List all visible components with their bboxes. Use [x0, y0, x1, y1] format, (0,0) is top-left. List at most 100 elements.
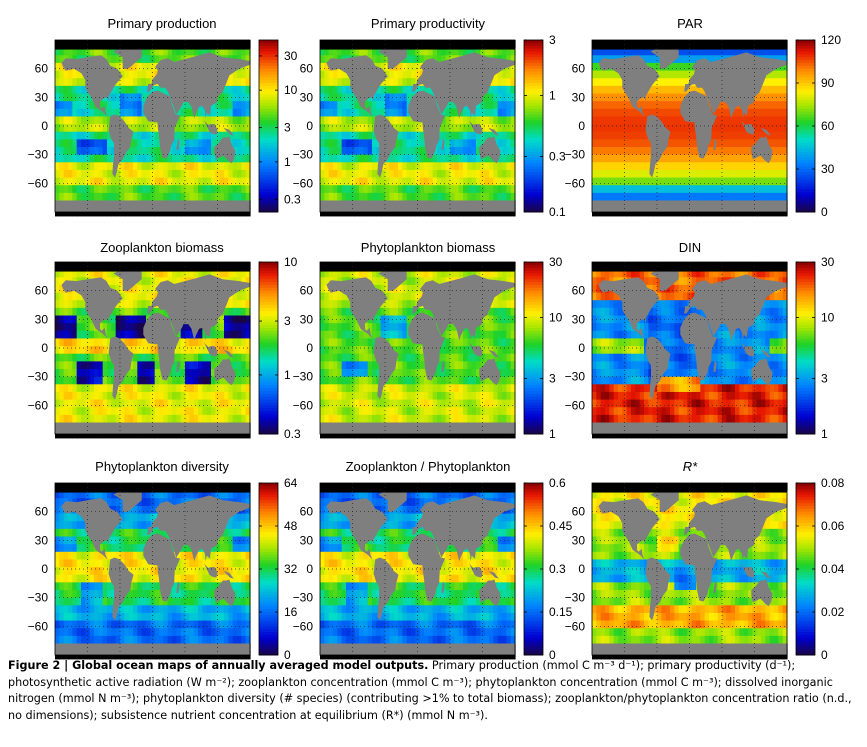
colorbar-tick-label: 3: [284, 314, 291, 328]
land-masses: [55, 268, 250, 434]
lat-tick-label: 60: [35, 62, 49, 76]
lat-tick-label: 30: [572, 312, 586, 326]
panel-title: DIN: [679, 240, 701, 255]
lat-tick-label: −30: [28, 591, 49, 605]
colorbar-tick-label: 1: [549, 89, 556, 103]
colorbar-tick-label: 0.3: [284, 427, 301, 441]
land-masses: [592, 268, 787, 434]
figure-panels: Primary production60300−30−603010310.3Pr…: [28, 16, 845, 660]
colorbar-tick-label: 60: [821, 119, 835, 133]
colorbar-tick-label: 48: [284, 519, 298, 533]
colorbar-tick-label: 120: [821, 33, 841, 47]
lat-tick-label: −30: [565, 591, 586, 605]
colorbar-tick-label: 0.45: [549, 519, 573, 533]
panel-title: Phytoplankton biomass: [361, 240, 496, 255]
map-panel-1: Primary production 60 30 0 −30 −60 30 10 3 1 0.3: [28, 16, 301, 217]
lat-tick-label: 30: [300, 312, 314, 326]
panel-title: Zooplankton / Phytoplankton: [346, 459, 511, 474]
lat-tick-label: 60: [572, 62, 586, 76]
colorbar: 0.6 0.45 0.3 0.15 0: [523, 476, 573, 660]
colorbar: 30 10 3 1 0.3: [258, 39, 301, 213]
colorbar-tick-label: 32: [284, 562, 298, 576]
panel-title: Zooplankton biomass: [100, 240, 224, 255]
lat-tick-label: 30: [35, 90, 49, 104]
colorbar: 120 90 60 30 0: [795, 33, 841, 219]
lat-tick-label: 60: [35, 505, 49, 519]
colorbar-tick-label: 30: [821, 162, 835, 176]
lat-tick-label: 30: [35, 533, 49, 547]
colorbar-tick-label: 0.08: [821, 476, 845, 490]
colorbar-tick-label: 30: [284, 49, 298, 63]
lat-tick-label: −60: [293, 176, 314, 190]
colorbar-tick-label: 0: [821, 205, 828, 219]
lat-tick-label: 30: [300, 90, 314, 104]
colorbar-tick-label: 0.15: [549, 605, 573, 619]
colorbar-tick-label: 0.04: [821, 562, 845, 576]
lat-tick-label: −30: [565, 148, 586, 162]
colorbar-tick-label: 16: [284, 605, 298, 619]
panel-title: Primary production: [107, 16, 216, 31]
map-panel-8: Zooplankton / Phytoplankton 60 30 0 −30 −60 0.…: [293, 459, 573, 660]
colorbar-tick-label: 0: [549, 648, 556, 660]
lat-tick-label: −60: [28, 176, 49, 190]
lat-tick-label: 0: [578, 562, 585, 576]
colorbar-tick-label: 0: [821, 648, 828, 660]
lat-tick-label: −60: [293, 398, 314, 412]
lat-tick-label: 0: [41, 119, 48, 133]
colorbar-tick-label: 64: [284, 476, 298, 490]
lat-tick-label: −30: [293, 148, 314, 162]
land-masses: [320, 46, 515, 212]
lat-tick-label: 0: [578, 341, 585, 355]
colorbar-tick-label: 0.02: [821, 605, 845, 619]
map-panel-3: PAR 60 30 0 −30 −60 120 90 60 30 0: [565, 16, 842, 219]
lat-tick-label: 0: [578, 119, 585, 133]
colorbar-tick-label: 3: [549, 33, 556, 47]
colorbar: 64 48 32 16 0: [258, 476, 298, 660]
panel-title: R*: [683, 459, 698, 474]
lat-tick-label: 0: [306, 119, 313, 133]
colorbar-tick-label: 0: [284, 648, 291, 660]
lat-tick-label: 30: [35, 312, 49, 326]
lat-tick-label: −60: [28, 619, 49, 633]
colorbar-tick-label: 0.1: [549, 205, 566, 219]
colorbar-tick-label: 1: [821, 427, 828, 441]
lat-tick-label: 0: [306, 562, 313, 576]
caption-label: Figure 2 | Global ocean maps of annually…: [8, 659, 429, 672]
lat-tick-label: −60: [293, 619, 314, 633]
colorbar-tick-label: 10: [549, 311, 563, 325]
colorbar-tick-label: 0.3: [549, 149, 566, 163]
lat-tick-label: 0: [41, 562, 48, 576]
lat-tick-label: 30: [572, 90, 586, 104]
colorbar-tick-label: 3: [549, 371, 556, 385]
caption-text: Primary production (mmol C m⁻³ d⁻¹); pri…: [8, 659, 852, 722]
land-masses: [55, 46, 250, 212]
lat-tick-label: 0: [306, 341, 313, 355]
panel-title: Primary productivity: [371, 16, 486, 31]
colorbar-tick-label: 90: [821, 76, 835, 90]
lat-tick-label: 60: [572, 284, 586, 298]
panel-title: PAR: [677, 16, 703, 31]
lat-tick-label: 30: [572, 533, 586, 547]
map-panel-9: R* 60 30 0 −30 −60 0.08 0.06 0.04 0.02 0: [565, 459, 845, 660]
lat-tick-label: 0: [41, 341, 48, 355]
lat-tick-label: 30: [300, 533, 314, 547]
colorbar-tick-label: 1: [284, 155, 291, 169]
land-masses: [320, 268, 515, 434]
colorbar-tick-label: 0.3: [284, 192, 301, 206]
lat-tick-label: 60: [300, 505, 314, 519]
colorbar: 3 1 0.3 0.1: [523, 33, 566, 219]
panel-title: Phytoplankton diversity: [95, 459, 229, 474]
colorbar-tick-label: 0.6: [549, 476, 566, 490]
colorbar-tick-label: 0.3: [549, 562, 566, 576]
lat-tick-label: −60: [565, 176, 586, 190]
lat-tick-label: 60: [300, 284, 314, 298]
colorbar-tick-label: 3: [821, 371, 828, 385]
map-panel-6: DIN 60 30 0 −30 −60 30 10 3 1: [565, 240, 835, 441]
colorbar-tick-label: 30: [821, 255, 835, 269]
lat-tick-label: 60: [35, 284, 49, 298]
land-masses: [320, 489, 515, 655]
colorbar-tick-label: 1: [284, 368, 291, 382]
land-masses: [592, 46, 787, 212]
lat-tick-label: −30: [28, 370, 49, 384]
lat-tick-label: −60: [565, 398, 586, 412]
